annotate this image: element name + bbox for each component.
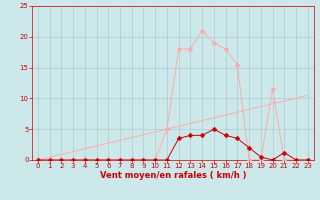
X-axis label: Vent moyen/en rafales ( km/h ): Vent moyen/en rafales ( km/h ) xyxy=(100,171,246,180)
